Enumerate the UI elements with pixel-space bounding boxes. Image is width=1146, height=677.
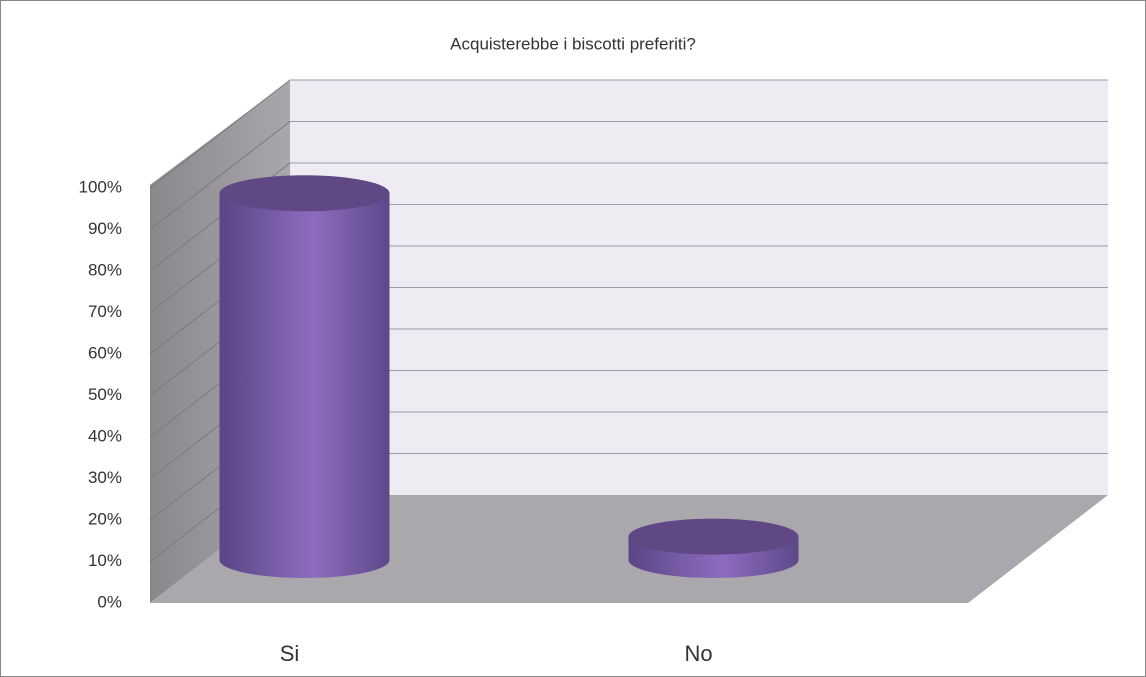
y-tick-label: 30% [88, 468, 122, 487]
y-tick-label: 10% [88, 551, 122, 570]
bar-body [219, 193, 390, 578]
y-tick-label: 70% [88, 302, 122, 321]
y-tick-label: 0% [97, 592, 122, 611]
bar [219, 175, 390, 578]
grid-line [149, 79, 291, 189]
y-tick-label: 20% [88, 509, 122, 528]
chart-title: Acquisterebbe i biscotti preferiti? [450, 34, 696, 53]
y-tick-label: 90% [88, 219, 122, 238]
y-tick-label: 60% [88, 343, 122, 362]
x-tick-label: No [684, 641, 712, 666]
x-tick-label: Si [280, 641, 300, 666]
grid-line [149, 121, 291, 230]
y-tick-label: 40% [88, 426, 122, 445]
y-tick-label: 50% [88, 385, 122, 404]
y-tick-label: 100% [79, 177, 122, 196]
bar [628, 518, 799, 578]
bar-top [219, 175, 390, 212]
y-tick-label: 80% [88, 260, 122, 279]
bar-top [628, 518, 799, 555]
